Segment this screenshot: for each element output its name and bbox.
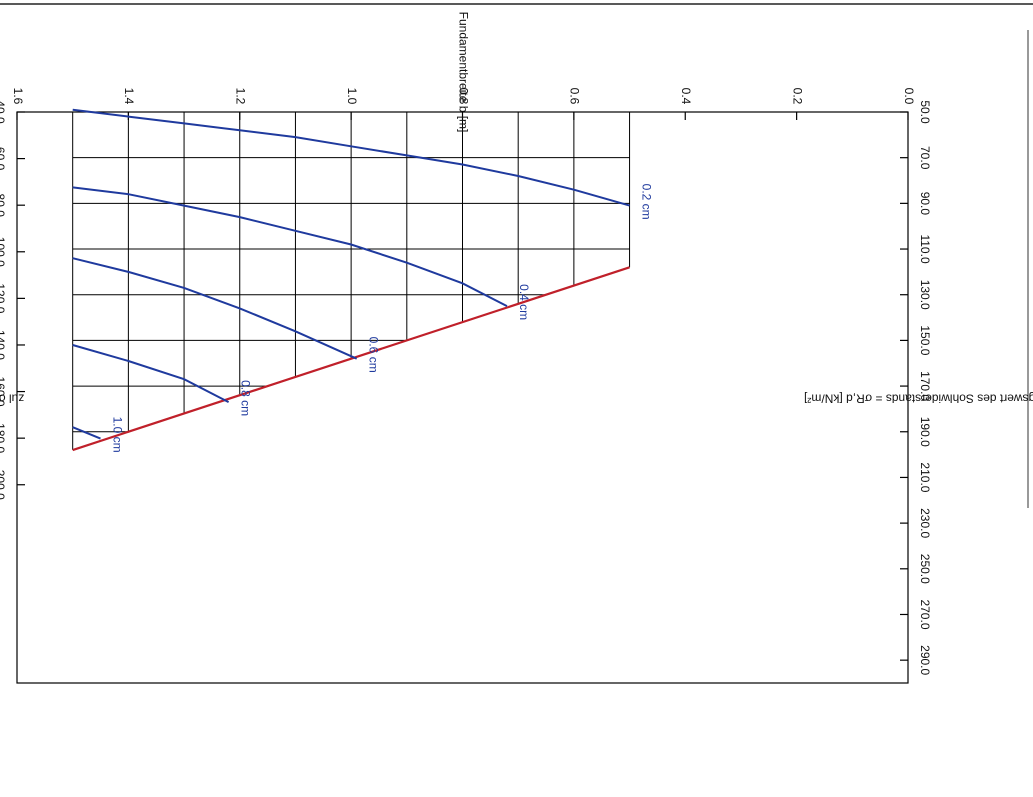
y-right-tick-label: 180.0 [0,423,7,453]
y-left-tick-label: 90.0 [918,192,932,216]
series-line-3 [72,257,358,360]
series-label-1: 0.2 cm [639,184,653,220]
series: 0.2 cm 0.4 cm 0.6 cm 0.8 cm 1.0 cm [72,108,653,453]
x-tick-label: 1.0 [345,88,359,105]
y-left-tick-label: 230.0 [918,508,932,538]
series-line-1 [72,108,630,207]
y-right-tick-label: 120.0 [0,283,7,313]
series-line-5 [72,426,101,440]
y-right-tick-label: 40.0 [0,100,7,124]
y-left-tick-label: 170.0 [918,371,932,401]
y-right-tick-label: 160.0 [0,377,7,407]
y-left-tick-label: 190.0 [918,417,932,447]
y-left-tick-label: 70.0 [918,146,932,170]
y-left-tick-label: 250.0 [918,554,932,584]
x-tick-label: 0.8 [456,88,470,105]
y-left-tick-label: 50.0 [918,100,932,124]
y-left-tick-label: 130.0 [918,280,932,310]
x-tick-label: 1.4 [122,88,136,105]
x-tick-label: 0.0 [902,88,916,105]
y-right-tick-label: 80.0 [0,194,7,218]
y-left-axis-title: Bemessungswert des Sohlwiderstands = σR,… [804,391,1033,405]
x-tick-label: 1.2 [234,88,248,105]
series-label-3: 0.6 cm [367,337,381,373]
series-line-4 [72,344,230,403]
series-line-2 [72,186,508,307]
y-left-tick-label: 150.0 [918,325,932,355]
grid [72,111,631,451]
envelope-line [72,266,630,452]
x-axis-title: Fundamentbreite b [m] [456,12,470,133]
y-left-tick-label: 270.0 [918,599,932,629]
y-left-tick-label: 110.0 [918,234,932,263]
y-right-tick-label: 140.0 [0,330,7,360]
y-right-tick-label: 60.0 [0,147,7,171]
x-tick-label: 1.6 [11,88,25,105]
y-right-axis-title: zul σ = σE,k [kN/m²] [0,391,24,405]
series-label-4: 0.8 cm [238,380,252,416]
tick-labels: 0.0 0.2 0.4 0.6 0.8 1.0 1.2 1.4 1.6 50.0 70.0 90.0 1… [0,12,1033,676]
series-label-5: 1.0 cm [110,417,124,453]
x-tick-label: 0.4 [679,88,693,105]
y-right-tick-label: 200.0 [0,470,7,500]
axis-ticks [16,111,909,661]
y-left-tick-label: 210.0 [918,462,932,492]
series-label-2: 0.4 cm [517,284,531,320]
y-left-tick-label: 290.0 [918,645,932,675]
x-tick-label: 0.2 [790,88,804,105]
y-right-tick-label: 100.0 [0,237,7,267]
x-tick-label: 0.6 [568,88,582,105]
